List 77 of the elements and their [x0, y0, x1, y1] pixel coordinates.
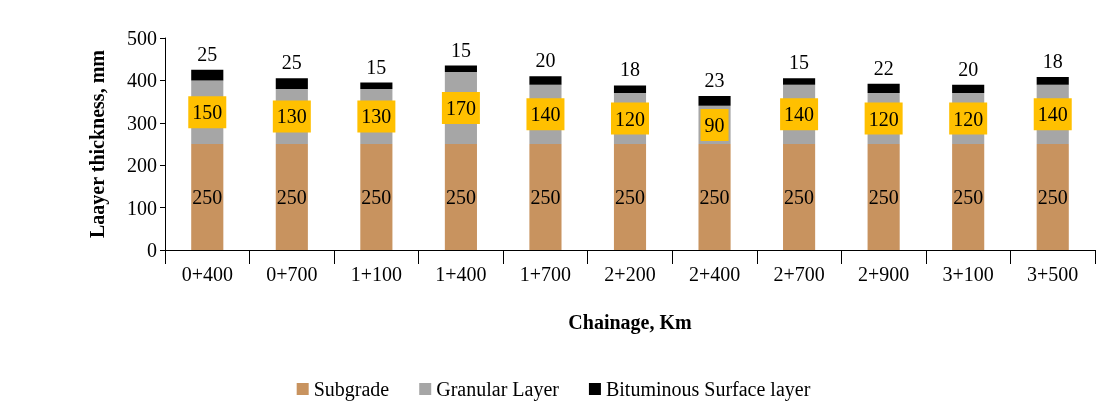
data-label: 120: [953, 107, 984, 130]
data-label: 23: [704, 69, 725, 92]
data-label: 250: [361, 186, 392, 208]
data-label: 120: [868, 107, 899, 130]
data-label: 22: [873, 56, 894, 79]
legend-label: Subgrade: [313, 378, 390, 401]
data-label: 15: [789, 51, 810, 74]
x-tick-label: 1+400: [435, 263, 487, 285]
x-tick-label: 2+900: [858, 263, 910, 285]
data-label: 90: [704, 113, 725, 136]
y-tick-label: 400: [127, 69, 157, 92]
data-label: 25: [197, 42, 218, 65]
data-label: 250: [953, 186, 984, 208]
data-label: 250: [868, 186, 899, 208]
bar: [698, 144, 731, 250]
bar: [444, 65, 477, 72]
bar: [191, 144, 224, 250]
bar: [275, 144, 308, 250]
data-label: 250: [445, 186, 476, 208]
bar: [191, 69, 224, 81]
bar: [952, 144, 985, 250]
x-tick-label: 1+700: [519, 263, 572, 285]
data-label: 20: [958, 57, 979, 80]
x-tick-label: 2+700: [773, 263, 825, 285]
x-tick-label: 3+100: [942, 263, 994, 285]
data-label: 150: [192, 101, 223, 124]
data-label: 15: [366, 55, 387, 78]
data-label: 130: [276, 105, 307, 128]
legend-label: Bituminous Surface layer: [605, 378, 811, 401]
data-label: 250: [784, 186, 815, 208]
x-tick-label: 1+100: [350, 263, 402, 285]
data-label: 130: [361, 105, 392, 128]
x-axis-title: Chainage, Km: [568, 311, 693, 334]
bar: [1036, 144, 1069, 250]
x-tick-label: 0+700: [266, 263, 318, 285]
data-label: 15: [450, 38, 471, 61]
data-label: 170: [445, 96, 476, 119]
y-tick-label: 300: [127, 111, 157, 134]
bar: [613, 85, 647, 94]
x-tick-label: 2+200: [604, 263, 656, 285]
bar: [783, 144, 816, 250]
bar: [867, 144, 900, 250]
data-label: 18: [620, 58, 640, 81]
bar: [275, 78, 308, 89]
bar: [698, 96, 731, 106]
legend-label: Granular Layer: [436, 378, 560, 401]
data-label: 250: [530, 186, 561, 208]
data-label: 18: [1042, 50, 1063, 73]
bar: [867, 83, 900, 94]
bar: [360, 82, 393, 89]
data-label: 120: [615, 107, 645, 130]
y-axis-title: Laayer thickness, mm: [86, 49, 109, 238]
bar: [613, 144, 647, 250]
y-tick-label: 0: [147, 239, 157, 261]
data-label: 250: [699, 186, 730, 208]
x-tick-label: 2+400: [688, 263, 741, 285]
bar: [444, 144, 477, 250]
y-tick-label: 500: [127, 27, 157, 49]
y-tick-label: 100: [127, 196, 157, 219]
data-label: 250: [1037, 186, 1068, 208]
data-label: 140: [1037, 103, 1068, 126]
x-tick-label: 0+400: [181, 263, 233, 285]
bar: [1036, 77, 1069, 85]
data-label: 250: [276, 186, 307, 208]
data-label: 250: [615, 186, 645, 208]
data-label: 250: [192, 186, 223, 208]
bar: [529, 76, 562, 85]
data-label: 25: [281, 51, 302, 74]
data-label: 140: [784, 103, 815, 126]
bar: [952, 84, 985, 94]
bar: [529, 144, 562, 250]
data-label: 20: [535, 49, 556, 72]
y-tick-label: 200: [127, 154, 157, 177]
x-tick-label: 3+500: [1027, 263, 1079, 285]
bar: [360, 144, 393, 250]
data-label: 140: [530, 103, 561, 126]
bar: [783, 78, 816, 85]
